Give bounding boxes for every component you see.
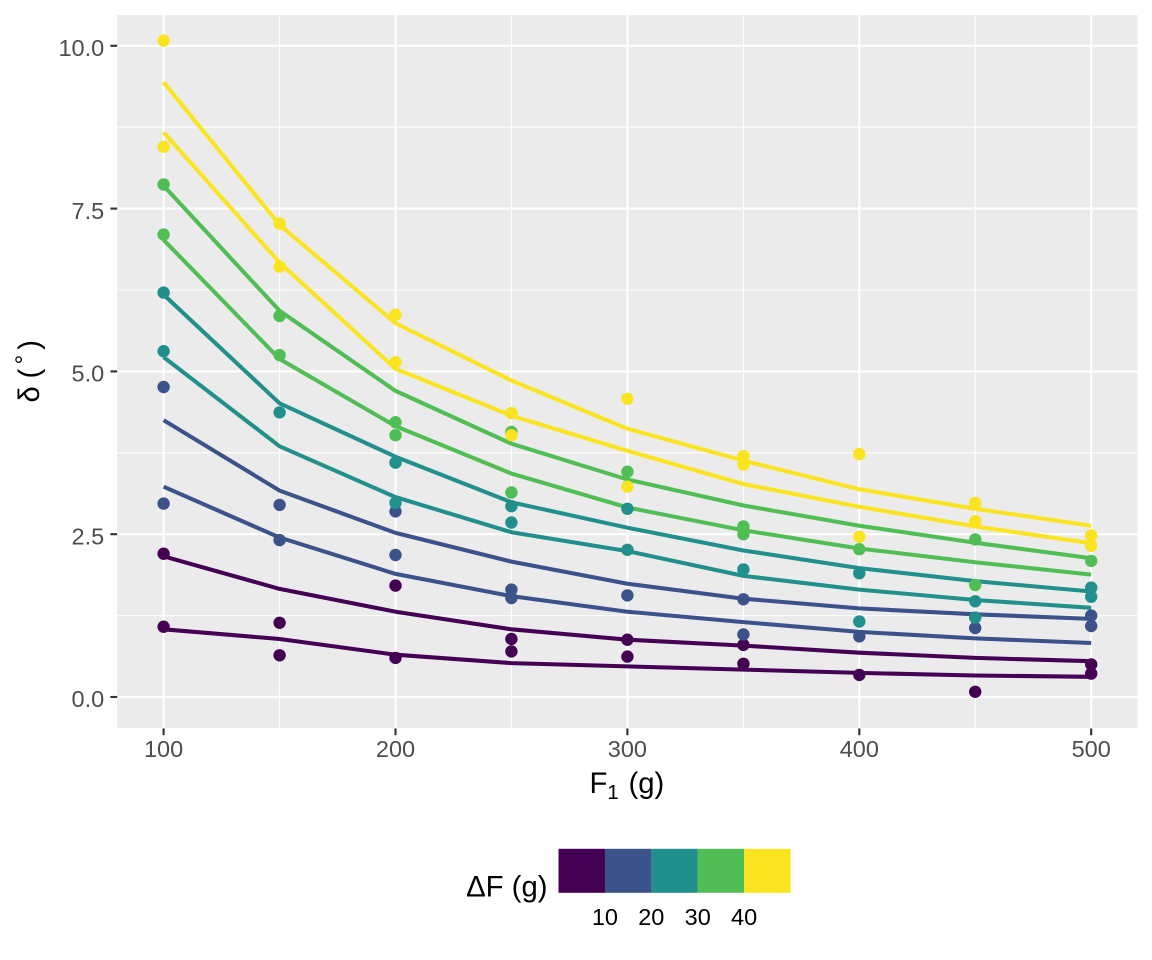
svg-text:100: 100 — [144, 736, 183, 762]
svg-text:20: 20 — [638, 904, 664, 930]
svg-text:300: 300 — [608, 736, 647, 762]
svg-text:400: 400 — [840, 736, 879, 762]
svg-text:200: 200 — [376, 736, 415, 762]
svg-text:ΔF (g): ΔF (g) — [466, 871, 547, 904]
svg-text:5.0: 5.0 — [72, 361, 105, 387]
svg-text:7.5: 7.5 — [72, 198, 105, 224]
svg-text:2.5: 2.5 — [72, 523, 105, 549]
svg-text:F1 (g): F1 (g) — [590, 767, 665, 804]
svg-text:40: 40 — [731, 904, 757, 930]
svg-text:500: 500 — [1072, 736, 1111, 762]
svg-text:δ(°): δ(°) — [11, 340, 46, 403]
svg-text:10: 10 — [592, 904, 618, 930]
svg-text:0.0: 0.0 — [72, 686, 105, 712]
svg-text:10.0: 10.0 — [58, 35, 104, 61]
svg-text:30: 30 — [685, 904, 711, 930]
